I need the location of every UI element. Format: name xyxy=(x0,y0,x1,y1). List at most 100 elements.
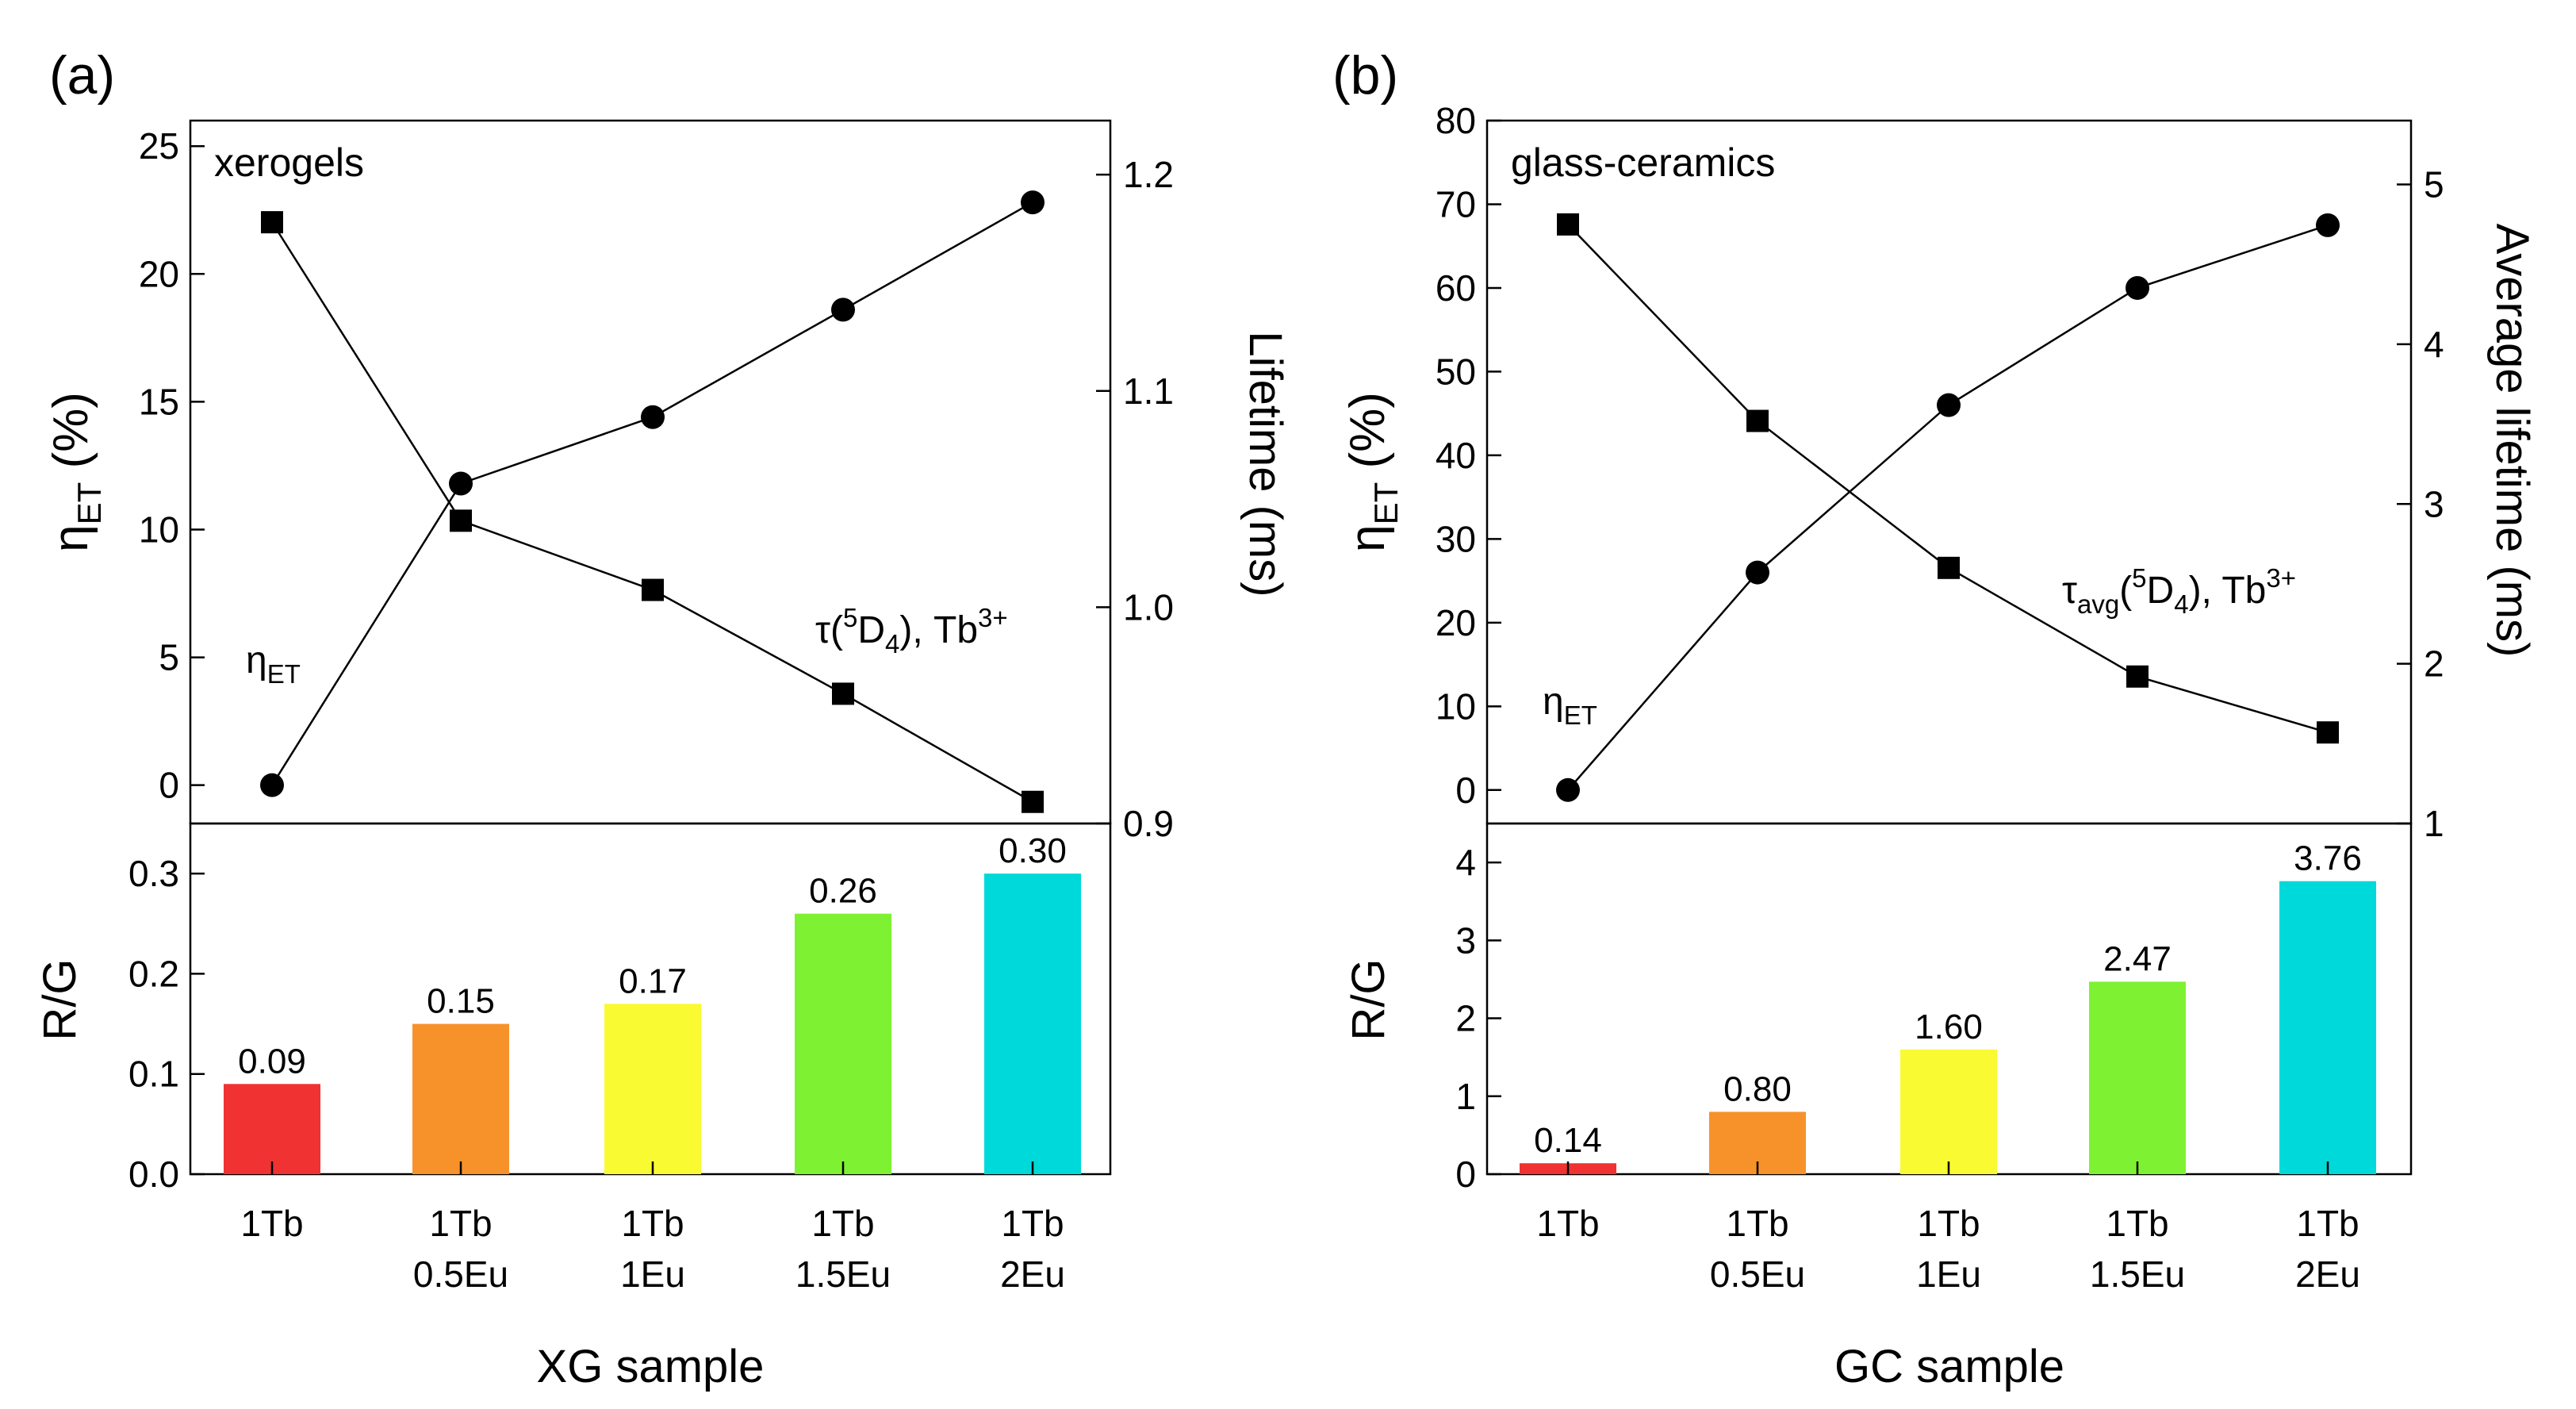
left-axis-tick-label: 5 xyxy=(159,637,179,678)
bar-value-label: 0.09 xyxy=(238,1042,306,1081)
bar-axis-tick-label: 1 xyxy=(1455,1076,1476,1117)
x-tick-label-line2: 0.5Eu xyxy=(1710,1254,1805,1295)
data-point-circle xyxy=(641,405,665,429)
right-axis-tick-label: 1 xyxy=(2424,803,2444,844)
right-axis-tick-label: 3 xyxy=(2424,483,2444,524)
right-axis-tick-label: 0.9 xyxy=(1123,803,1174,844)
data-point-square xyxy=(1746,409,1769,432)
left-axis-tick-label: 80 xyxy=(1436,100,1476,141)
bar-value-label: 3.76 xyxy=(2294,839,2362,878)
series-line xyxy=(270,221,1033,803)
data-point-circle xyxy=(260,773,284,797)
data-point-square xyxy=(1938,556,1960,579)
left-axis-tick-label: 10 xyxy=(139,509,179,550)
x-tick-label-line1: 1Tb xyxy=(621,1203,684,1244)
bar-value-label: 0.15 xyxy=(427,982,495,1021)
left-axis-tick-label: 25 xyxy=(139,125,179,167)
bar-value-label: 0.80 xyxy=(1723,1069,1792,1108)
right-axis-tick-label: 1.0 xyxy=(1123,586,1174,628)
bar xyxy=(604,1004,701,1174)
x-tick-label-line1: 1Tb xyxy=(1726,1203,1788,1244)
left-axis-tick-label: 20 xyxy=(1436,602,1476,643)
x-tick-label-line2: 1Eu xyxy=(1916,1254,1981,1295)
x-tick-label-line1: 1Tb xyxy=(2106,1203,2168,1244)
x-axis-title: GC sample xyxy=(1834,1341,2064,1392)
bar-value-label: 1.60 xyxy=(1915,1008,1983,1046)
data-point-circle xyxy=(2316,213,2340,237)
data-point-circle xyxy=(1021,190,1045,215)
inset-label: glass-ceramics xyxy=(1511,140,1775,185)
left-axis-tick-label: 60 xyxy=(1436,267,1476,309)
x-tick-label-line2: 2Eu xyxy=(2295,1254,2360,1295)
top-plot-frame xyxy=(1485,119,2413,825)
left-axis-tick-label: 40 xyxy=(1436,435,1476,476)
bar xyxy=(2089,981,2186,1174)
bar xyxy=(795,913,891,1174)
bar-axis-tick-label: 4 xyxy=(1455,842,1476,883)
data-point-square xyxy=(832,682,854,705)
x-tick-label-line1: 1Tb xyxy=(1001,1203,1064,1244)
bar xyxy=(1900,1049,1997,1174)
bar xyxy=(224,1084,320,1174)
data-point-square xyxy=(2126,665,2149,688)
bar-axis-tick-label: 0.3 xyxy=(128,853,179,894)
data-point-square xyxy=(450,509,472,532)
data-point-square xyxy=(1022,790,1044,813)
series-line xyxy=(270,202,1033,786)
right-axis-tick-label: 1.2 xyxy=(1123,154,1174,195)
data-point-circle xyxy=(2126,275,2149,300)
x-tick-label-line2: 1Eu xyxy=(620,1254,685,1295)
x-tick-label-line1: 1Tb xyxy=(240,1203,303,1244)
data-point-square xyxy=(642,578,664,601)
data-point-circle xyxy=(449,471,473,496)
series-line xyxy=(1567,224,2329,791)
bar-axis-tick-label: 0.0 xyxy=(128,1154,179,1195)
left-axis-tick-label: 0 xyxy=(1455,770,1476,811)
x-tick-label-line2: 1.5Eu xyxy=(795,1254,891,1295)
bar-axis-tick-label: 2 xyxy=(1455,998,1476,1039)
x-tick-label-line1: 1Tb xyxy=(1536,1203,1599,1244)
series-annotation: ηET xyxy=(246,639,301,689)
bar xyxy=(2279,881,2376,1174)
bar-axis-title: R/G xyxy=(34,958,86,1040)
bar xyxy=(412,1023,509,1174)
series-annotation: τavg(5D4), Tb3+ xyxy=(2062,563,2296,619)
data-point-circle xyxy=(831,298,855,322)
left-axis-tick-label: 50 xyxy=(1436,351,1476,392)
right-axis-tick-label: 4 xyxy=(2424,324,2444,365)
x-tick-label-line1: 1Tb xyxy=(429,1203,492,1244)
data-point-square xyxy=(2317,721,2339,744)
data-point-circle xyxy=(1556,777,1580,802)
bar-axis-tick-label: 0 xyxy=(1455,1154,1476,1195)
bar-value-label: 0.14 xyxy=(1534,1121,1602,1160)
panel-label: (b) xyxy=(1332,45,1398,106)
data-point-square xyxy=(261,211,283,234)
inset-label: xerogels xyxy=(214,140,364,185)
series-line xyxy=(1567,224,2329,734)
bar-axis-tick-label: 0.1 xyxy=(128,1054,179,1095)
bar-axis-tick-label: 3 xyxy=(1455,919,1476,961)
x-tick-label-line2: 1.5Eu xyxy=(2090,1254,2185,1295)
bar-value-label: 0.17 xyxy=(619,962,687,1000)
data-point-circle xyxy=(1937,393,1961,417)
bar-value-label: 2.47 xyxy=(2103,939,2172,978)
left-axis-tick-label: 10 xyxy=(1436,685,1476,727)
x-tick-label-line2: 0.5Eu xyxy=(413,1254,508,1295)
right-axis-tick-label: 5 xyxy=(2424,164,2444,205)
left-axis-tick-label: 0 xyxy=(159,765,179,806)
left-axis-tick-label: 70 xyxy=(1436,183,1476,225)
x-axis-title: XG sample xyxy=(537,1341,765,1392)
bar-value-label: 0.26 xyxy=(809,872,877,911)
left-axis-tick-label: 30 xyxy=(1436,518,1476,559)
bar xyxy=(984,873,1081,1174)
series-annotation: τ(5D4), Tb3+ xyxy=(815,603,1008,658)
panel-b: (b)glass-ceramics0102030405060708012345η… xyxy=(1332,45,2538,1392)
left-axis-tick-label: 20 xyxy=(139,253,179,294)
data-point-square xyxy=(1557,213,1579,236)
x-tick-label-line1: 1Tb xyxy=(1917,1203,1980,1244)
bar-value-label: 0.30 xyxy=(999,831,1067,870)
left-axis-title: ηET (%) xyxy=(1340,392,1405,552)
left-axis-tick-label: 15 xyxy=(139,381,179,422)
left-axis-title: ηET (%) xyxy=(44,392,108,552)
